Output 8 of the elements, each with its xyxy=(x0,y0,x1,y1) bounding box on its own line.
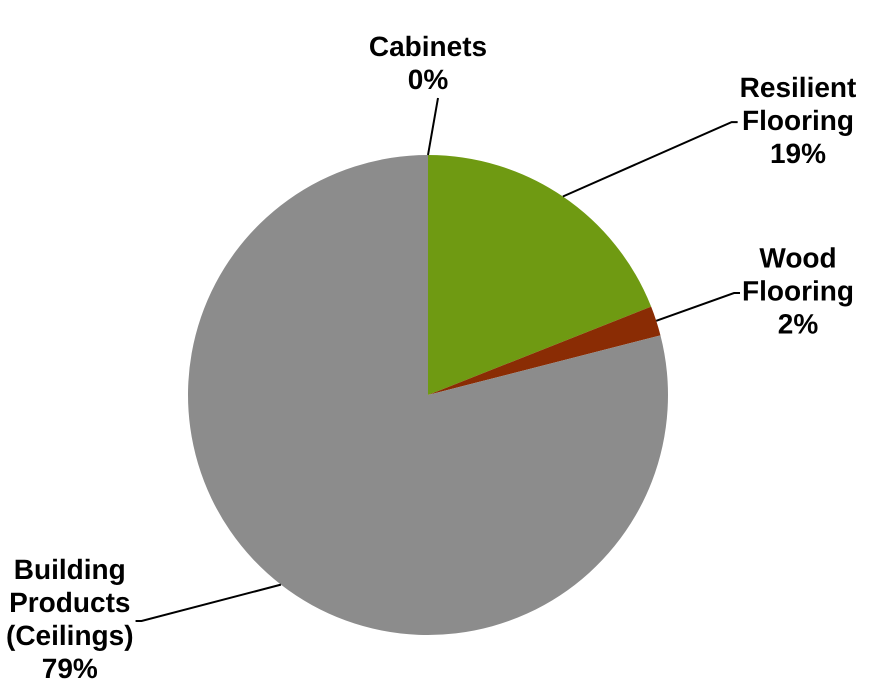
data-label: 2% xyxy=(778,308,818,340)
data-label: 79% xyxy=(42,653,98,684)
category-label: Cabinets xyxy=(368,31,488,62)
text: 0% xyxy=(408,64,448,96)
data-label: 19% xyxy=(770,138,826,169)
slice-label: Building Products (Ceilings) xyxy=(6,554,134,652)
slice-label: Wood Flooring xyxy=(742,242,854,307)
slice-label: Resilient Flooring xyxy=(740,72,856,136)
